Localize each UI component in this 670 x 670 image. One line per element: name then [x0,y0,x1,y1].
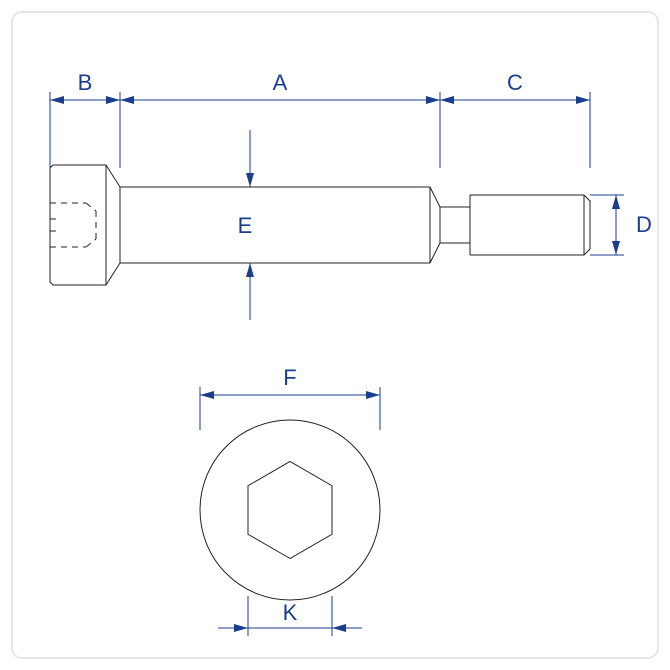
dim-label-E: E [238,213,253,238]
dim-label-D: D [636,212,652,237]
dim-label-B: B [78,70,93,95]
diagram-canvas: BACDEFK [0,0,670,670]
dim-label-C: C [507,70,523,95]
dim-label-K: K [283,600,298,625]
side-view [50,165,590,285]
dim-label-F: F [283,365,296,390]
end-view: FK [200,365,380,636]
image-border [12,12,658,658]
dim-label-A: A [273,70,288,95]
